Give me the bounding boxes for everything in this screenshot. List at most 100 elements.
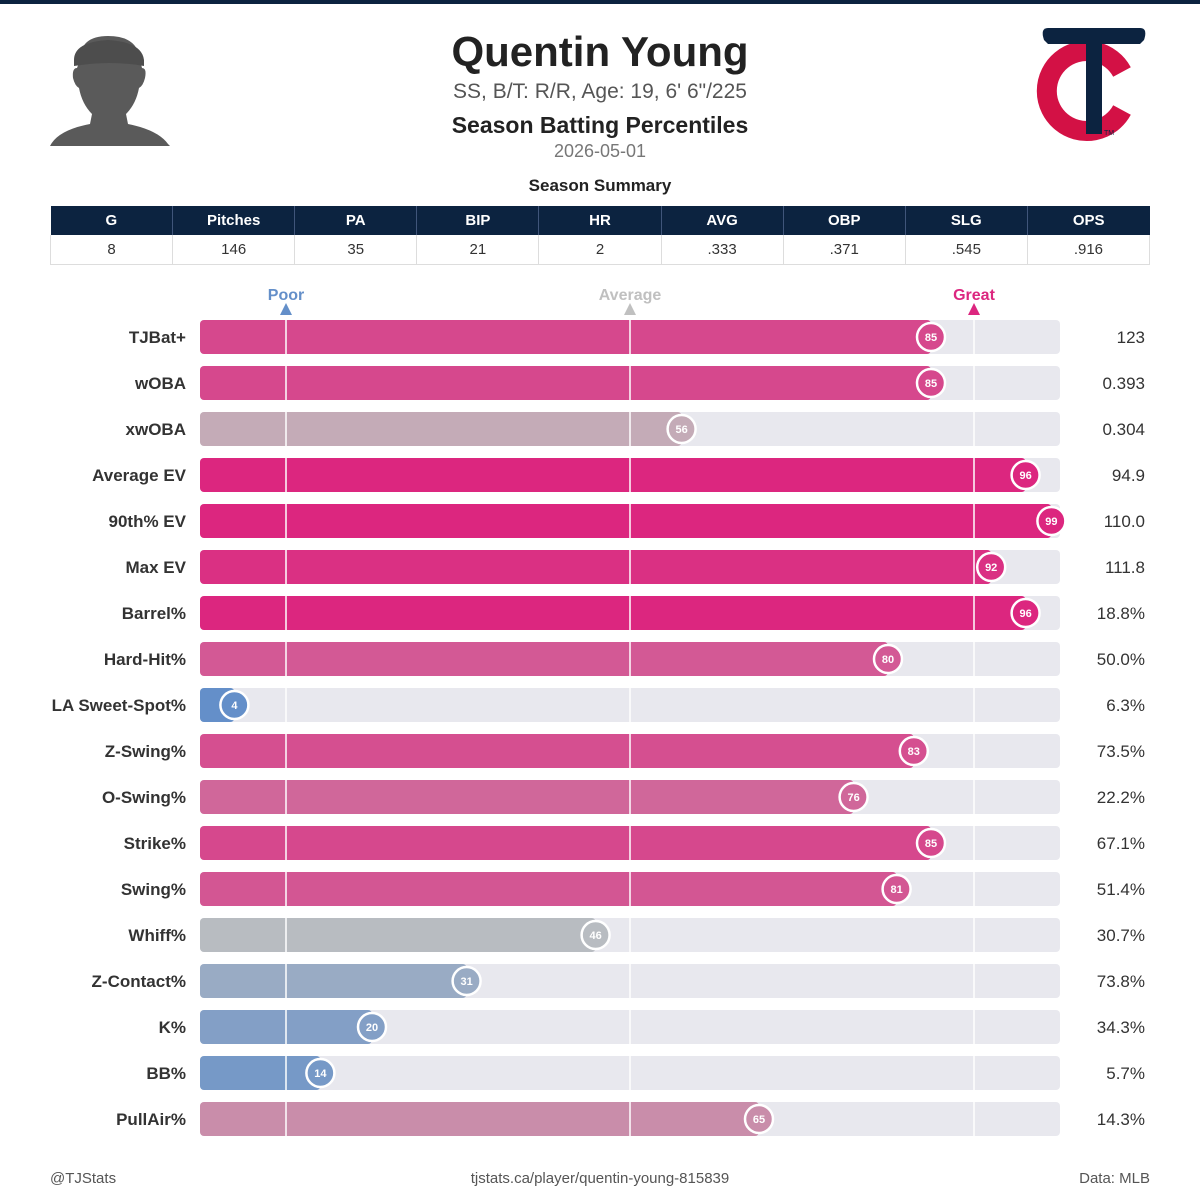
metric-label: xwOBA <box>126 420 186 439</box>
percentile-marker <box>1036 505 1067 537</box>
percentile-value-label: 92 <box>985 562 997 574</box>
stat-value-label: 94.9 <box>1112 466 1145 485</box>
metric-label: Average EV <box>92 466 187 485</box>
metric-label: LA Sweet-Spot% <box>52 696 186 715</box>
summary-header-row: G Pitches PA BIP HR AVG OBP SLG OPS <box>50 206 1150 235</box>
stat-value-label: 0.393 <box>1102 374 1145 393</box>
stat-value-label: 67.1% <box>1097 834 1145 853</box>
percentile-value-label: 85 <box>925 838 937 850</box>
percentile-marker <box>743 1103 775 1135</box>
metric-label: Barrel% <box>122 604 186 623</box>
percentile-value-label: 65 <box>753 1114 765 1126</box>
summary-title: Season Summary <box>528 176 672 195</box>
summary-value-cell: 35 <box>294 235 418 265</box>
metric-label: TJBat+ <box>129 328 186 347</box>
metric-label: Whiff% <box>128 926 186 945</box>
percentile-bar <box>200 734 914 768</box>
stat-value-label: 51.4% <box>1097 880 1145 899</box>
reference-marker-great-icon <box>968 303 980 315</box>
player-bio: SS, B/T: R/R, Age: 19, 6' 6"/225 <box>453 80 747 103</box>
percentile-value-label: 20 <box>366 1022 378 1034</box>
percentile-marker <box>356 1011 388 1043</box>
stat-value-label: 73.8% <box>1097 972 1145 991</box>
reference-marker-poor-icon <box>280 303 292 315</box>
metric-label: Hard-Hit% <box>104 650 186 669</box>
reference-marker-average-icon <box>624 303 636 315</box>
percentile-bar <box>200 320 931 354</box>
percentile-bar <box>200 550 992 584</box>
metric-label: O-Swing% <box>102 788 186 807</box>
stat-value-label: 110.0 <box>1104 512 1145 531</box>
percentile-marker <box>838 781 869 813</box>
reference-label-poor: Poor <box>268 287 304 304</box>
svg-text:TM: TM <box>1104 130 1114 137</box>
percentile-bar <box>200 366 931 400</box>
season-summary-table: G Pitches PA BIP HR AVG OBP SLG OPS 8 14… <box>49 206 1151 265</box>
stat-value-label: 5.7% <box>1106 1064 1145 1083</box>
percentile-bar <box>200 642 888 676</box>
percentile-marker <box>898 735 930 767</box>
percentile-bar <box>200 412 682 446</box>
metric-label: Swing% <box>121 880 186 899</box>
percentile-value-label: 96 <box>1019 608 1031 620</box>
percentile-value-label: 81 <box>890 884 902 896</box>
stat-value-label: 34.3% <box>1097 1018 1145 1037</box>
stat-value-label: 50.0% <box>1097 650 1145 669</box>
percentile-marker <box>1010 597 1041 629</box>
percentile-marker <box>451 965 482 997</box>
stat-value-label: 22.2% <box>1097 788 1145 807</box>
summary-header-cell: BIP <box>416 206 540 235</box>
summary-header-cell: PA <box>294 206 418 235</box>
metric-label: Z-Contact% <box>92 972 186 991</box>
summary-value-cell: 146 <box>172 235 296 265</box>
percentile-value-label: 80 <box>882 654 894 666</box>
summary-value-cell: 21 <box>416 235 540 265</box>
summary-header-cell: Pitches <box>172 206 296 235</box>
report-header: Quentin Young SS, B/T: R/R, Age: 19, 6' … <box>300 28 900 162</box>
stat-value-label: 30.7% <box>1097 926 1145 945</box>
stat-value-label: 111.8 <box>1105 558 1145 577</box>
summary-value-cell: 2 <box>538 235 662 265</box>
report-date: 2026-05-01 <box>553 141 647 161</box>
metric-label: Max EV <box>126 558 187 577</box>
stat-value-label: 73.5% <box>1097 742 1145 761</box>
summary-header-cell: OPS <box>1027 206 1150 235</box>
player-silhouette-icon <box>50 36 170 146</box>
percentile-bar <box>200 918 596 952</box>
percentile-value-label: 85 <box>925 332 937 344</box>
percentile-bar <box>200 1056 321 1090</box>
percentile-bar <box>200 826 931 860</box>
reference-label-average: Average <box>599 287 662 304</box>
percentile-value-label: 76 <box>847 792 859 804</box>
percentile-marker <box>1010 459 1041 491</box>
percentile-marker <box>219 689 250 721</box>
summary-header-cell: OBP <box>783 206 906 235</box>
metric-label: K% <box>159 1018 186 1037</box>
metric-label: Z-Swing% <box>105 742 186 761</box>
percentile-value-label: 96 <box>1019 470 1031 482</box>
stat-value-label: 18.8% <box>1097 604 1145 623</box>
percentile-marker <box>872 643 904 675</box>
percentile-value-label: 46 <box>589 930 601 942</box>
summary-header-cell: AVG <box>661 206 784 235</box>
percentile-marker <box>915 827 947 859</box>
metric-label: wOBA <box>134 374 186 393</box>
percentile-bar <box>200 964 467 998</box>
percentile-value-label: 99 <box>1045 516 1057 528</box>
percentile-marker <box>975 551 1007 583</box>
summary-header-cell: G <box>50 206 174 235</box>
footer-source: Data: MLB <box>1079 1170 1150 1187</box>
percentile-bar <box>200 872 897 906</box>
percentile-value-label: 31 <box>460 976 472 988</box>
stat-value-label: 14.3% <box>1097 1110 1145 1129</box>
summary-value-row: 8 146 35 21 2 .333 .371 .545 .916 <box>49 235 1151 265</box>
footer-url[interactable]: tjstats.ca/player/quentin-young-815839 <box>470 1170 730 1187</box>
stat-value-label: 0.304 <box>1102 420 1145 439</box>
percentile-value-label: 4 <box>231 700 238 712</box>
percentile-marker <box>305 1057 336 1089</box>
summary-header-cell: HR <box>538 206 662 235</box>
percentile-bar <box>200 596 1026 630</box>
percentile-marker <box>915 367 947 399</box>
stat-value-label: 123 <box>1117 328 1145 347</box>
reference-label-great: Great <box>953 287 995 304</box>
